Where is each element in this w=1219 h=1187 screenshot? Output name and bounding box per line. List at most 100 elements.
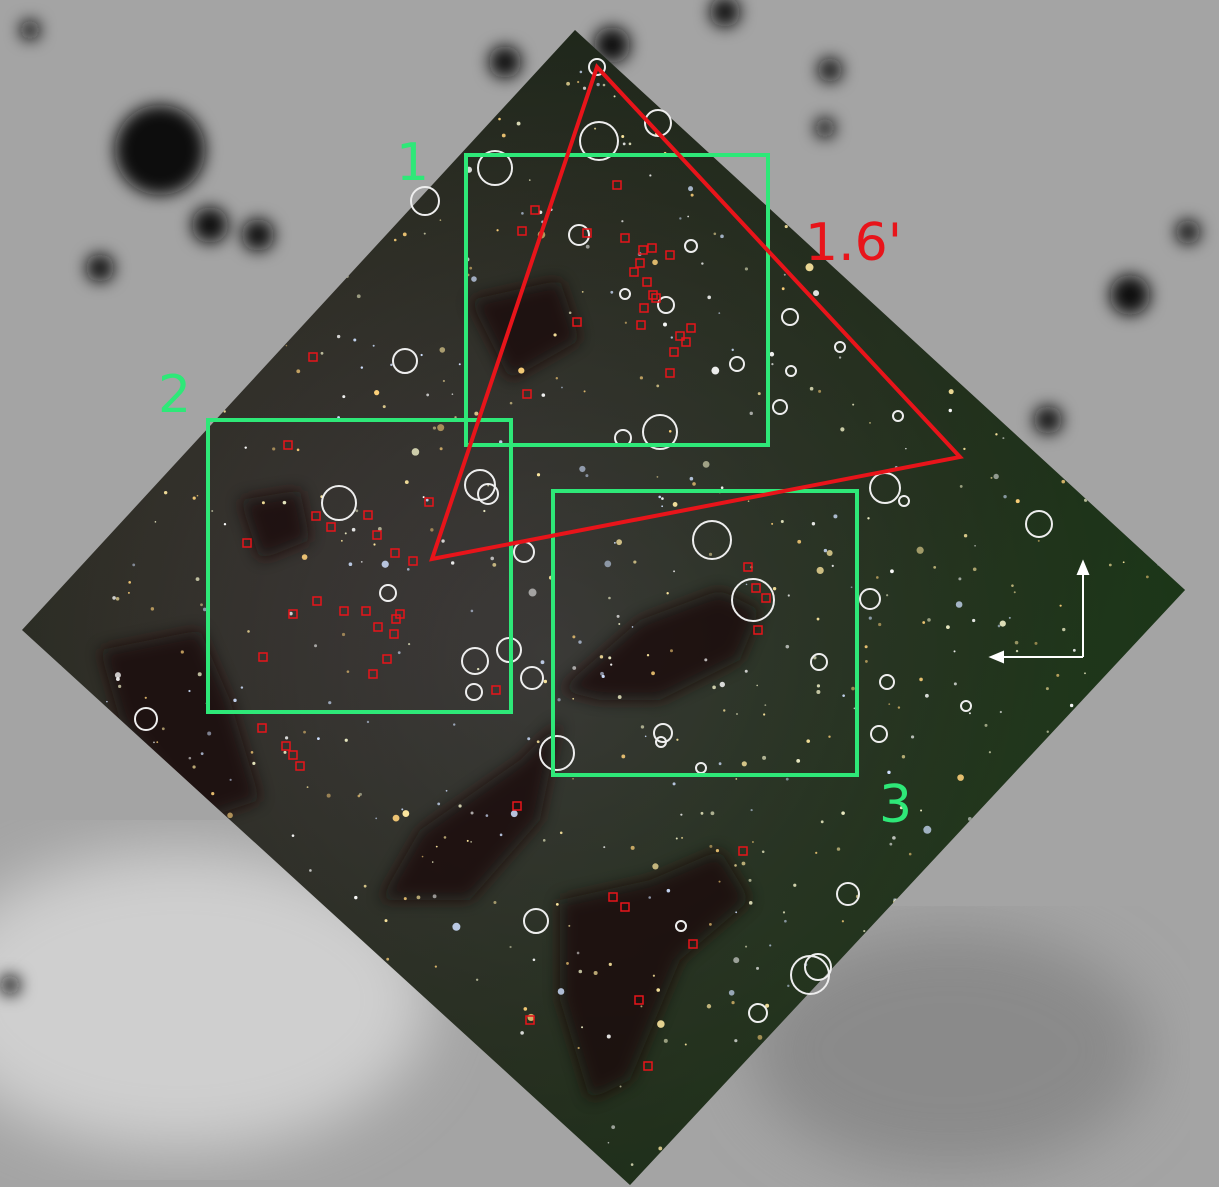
star <box>757 392 761 396</box>
star <box>888 703 891 705</box>
star <box>355 509 359 513</box>
star <box>326 793 331 798</box>
star <box>291 834 295 837</box>
source-circle <box>477 150 513 186</box>
source-square <box>522 389 532 399</box>
star <box>585 474 589 478</box>
star <box>583 390 586 393</box>
star <box>150 607 155 611</box>
star <box>1002 437 1005 440</box>
star <box>1056 673 1060 677</box>
star <box>420 353 423 357</box>
source-square <box>424 497 434 507</box>
star <box>384 919 388 923</box>
star <box>401 808 404 811</box>
star <box>156 741 159 744</box>
star <box>557 698 561 702</box>
star <box>744 669 748 673</box>
field-box <box>551 489 859 777</box>
star <box>577 80 580 84</box>
star <box>630 1163 634 1166</box>
source-square <box>643 1061 653 1071</box>
star <box>197 672 202 677</box>
star <box>668 429 672 433</box>
star <box>579 70 583 74</box>
star <box>289 611 293 616</box>
bg-star <box>489 46 521 78</box>
bg-star <box>86 254 114 282</box>
source-square <box>651 293 661 303</box>
star <box>748 878 752 882</box>
source-circle <box>588 58 606 76</box>
star <box>442 379 445 383</box>
source-square <box>257 723 267 733</box>
star <box>493 900 497 904</box>
star <box>948 389 954 395</box>
source-circle <box>748 1003 768 1023</box>
star <box>561 386 563 389</box>
source-circle <box>477 483 499 505</box>
star <box>765 1003 770 1008</box>
source-circle <box>644 109 672 137</box>
star <box>689 476 694 481</box>
star <box>676 738 679 741</box>
star <box>684 1043 687 1046</box>
source-circle <box>804 953 832 981</box>
source-square <box>372 530 382 540</box>
bg-star <box>115 105 205 195</box>
star <box>712 685 716 690</box>
source-square <box>686 323 696 333</box>
star <box>328 701 332 705</box>
star <box>386 957 390 961</box>
star <box>997 624 1001 628</box>
source-circle <box>465 683 483 701</box>
star <box>474 411 479 416</box>
source-circle <box>810 653 828 671</box>
star <box>763 713 766 716</box>
source-circle <box>520 666 544 690</box>
star <box>762 755 767 760</box>
star <box>1034 641 1038 645</box>
star <box>781 287 785 291</box>
star <box>306 786 309 789</box>
star <box>715 849 720 853</box>
star <box>314 644 318 648</box>
source-circle <box>321 485 357 521</box>
source-circle <box>134 707 158 731</box>
source-square <box>288 609 298 619</box>
star <box>771 363 774 366</box>
star <box>402 232 407 237</box>
source-circle <box>772 399 788 415</box>
star <box>734 1039 738 1043</box>
star <box>933 565 937 569</box>
star <box>317 737 320 741</box>
bg-star <box>594 27 630 63</box>
star <box>572 697 575 700</box>
star <box>577 1046 580 1050</box>
star <box>397 651 401 655</box>
star <box>403 897 407 901</box>
star <box>718 312 721 315</box>
source-circle <box>523 908 549 934</box>
star <box>261 501 265 505</box>
star <box>756 684 758 687</box>
field-boxes <box>206 153 859 777</box>
star <box>640 725 645 729</box>
star <box>375 817 378 820</box>
triangle <box>429 63 964 562</box>
source-circle <box>836 882 860 906</box>
star <box>284 736 289 740</box>
source-square <box>753 625 763 635</box>
star <box>745 583 748 586</box>
source-square <box>665 368 675 378</box>
star <box>541 393 546 397</box>
star <box>916 546 924 554</box>
star <box>223 410 226 413</box>
star <box>690 193 694 197</box>
star <box>579 465 586 473</box>
source-square <box>491 685 501 695</box>
star <box>360 560 363 563</box>
star <box>606 1034 611 1039</box>
star <box>425 498 429 502</box>
